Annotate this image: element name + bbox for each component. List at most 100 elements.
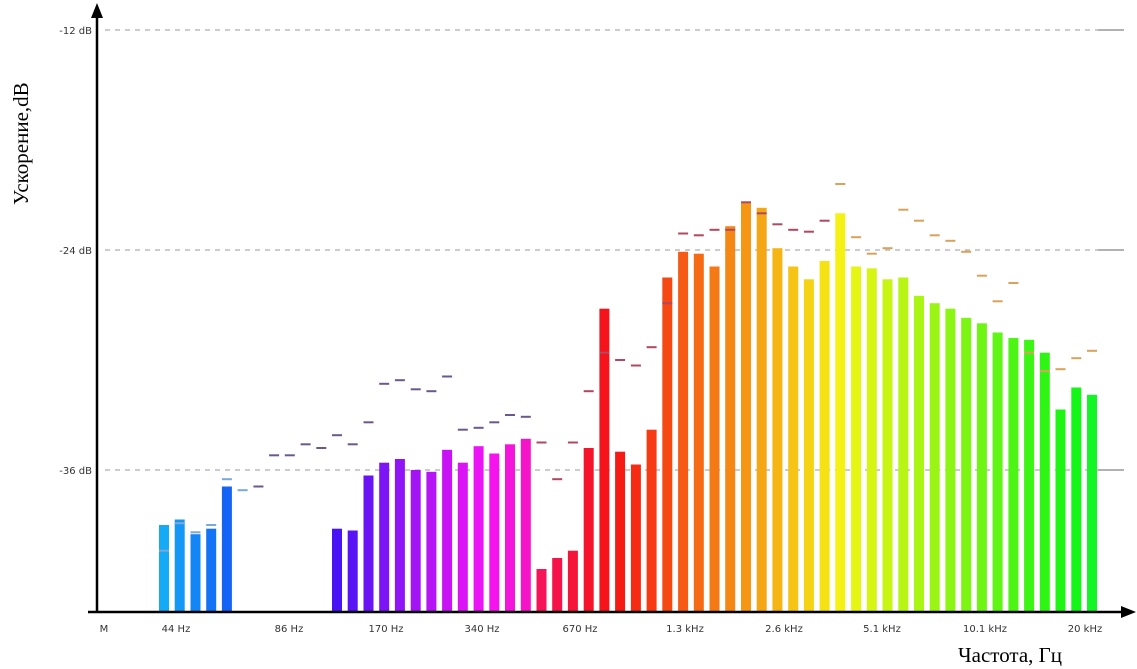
bar	[410, 470, 421, 612]
peak-marker	[1071, 357, 1082, 360]
bar	[1087, 394, 1097, 612]
peak-marker	[1008, 282, 1019, 284]
y-tick-label: -36 dB	[59, 466, 92, 477]
bar	[835, 213, 846, 613]
bar	[646, 429, 657, 612]
peak-marker	[174, 522, 185, 525]
y-axis-title: Ускорение,dB	[9, 82, 33, 205]
x-tick-label: 1.3 kHz	[666, 624, 704, 635]
bar	[866, 268, 877, 612]
bar	[992, 332, 1003, 612]
peak-marker	[520, 415, 531, 418]
bar	[725, 226, 736, 612]
bar	[1071, 387, 1082, 612]
bar	[615, 451, 626, 612]
peak-marker	[819, 219, 830, 222]
bar	[898, 277, 909, 612]
peak-marker	[741, 201, 751, 204]
peak-marker	[552, 478, 563, 481]
bar	[945, 308, 956, 612]
peak-marker	[363, 421, 374, 424]
bar	[1024, 339, 1035, 612]
peak-marker	[237, 489, 248, 492]
peak-marker	[945, 239, 956, 242]
peak-marker	[442, 375, 453, 378]
peak-marker	[615, 359, 626, 361]
peak-marker	[646, 346, 657, 349]
bar	[976, 323, 987, 612]
peak-marker	[599, 351, 610, 354]
x-tick-label: 44 Hz	[162, 624, 191, 635]
y-tick-label: -12 dB	[59, 26, 92, 37]
bar	[914, 295, 924, 612]
bar	[394, 459, 405, 612]
peak-marker	[709, 228, 720, 231]
y-axis-arrow	[91, 3, 103, 18]
peak-marker	[316, 447, 327, 449]
bars	[159, 202, 1097, 613]
bar	[174, 519, 185, 612]
bar	[520, 438, 531, 612]
peak-marker	[394, 379, 405, 382]
bar	[819, 261, 830, 612]
peak-marker	[961, 250, 972, 253]
peak-marker	[725, 228, 736, 231]
bar	[662, 277, 673, 612]
bar	[552, 558, 563, 612]
bar	[347, 530, 358, 612]
bar	[536, 569, 547, 612]
bar	[379, 462, 390, 612]
peak-marker	[678, 232, 689, 235]
bar	[929, 303, 940, 612]
peak-marker	[284, 454, 295, 457]
peak-marker	[426, 390, 437, 393]
bar	[756, 207, 767, 613]
x-tick-label: 86 Hz	[275, 624, 304, 635]
bar	[851, 266, 862, 612]
peak-marker	[662, 302, 673, 305]
peak-marker	[473, 426, 484, 429]
bar	[961, 317, 972, 612]
y-tick-label: -24 dB	[59, 246, 92, 257]
y-tick-labels: -12 dB -24 dB -36 dB	[59, 26, 92, 477]
peak-marker	[630, 364, 641, 367]
peak-marker	[332, 434, 342, 437]
bar	[190, 534, 201, 612]
peak-marker	[190, 531, 201, 534]
peak-marker	[347, 443, 358, 446]
x-tick-label: M	[100, 624, 109, 635]
peak-marker	[788, 228, 799, 231]
bar	[206, 528, 217, 612]
x-axis-arrow	[1121, 606, 1136, 618]
peak-marker	[803, 230, 814, 233]
bar	[159, 525, 169, 612]
bar	[1039, 352, 1050, 612]
bar	[457, 462, 468, 612]
bar	[1055, 409, 1066, 612]
peak-marker	[756, 212, 767, 215]
bar	[567, 550, 578, 612]
peak-marker	[976, 274, 987, 277]
bar	[630, 464, 641, 612]
bar	[221, 486, 232, 612]
peak-marker	[583, 390, 594, 393]
x-tick-label: 170 Hz	[368, 624, 403, 635]
peak-marker	[269, 454, 280, 457]
bar	[772, 248, 783, 612]
axes	[88, 3, 1136, 618]
grid-lines	[105, 29, 1124, 471]
peak-marker	[914, 219, 924, 222]
bar	[442, 449, 453, 612]
peak-marker	[567, 441, 578, 444]
x-tick-label: 2.6 kHz	[765, 624, 803, 635]
x-tick-label: 20 kHz	[1068, 624, 1102, 635]
peak-marker	[505, 414, 515, 416]
peak-marker	[992, 300, 1003, 303]
peak-marker	[1024, 351, 1035, 354]
peak-marker	[1087, 349, 1097, 352]
bar	[599, 308, 610, 612]
peak-marker	[693, 234, 704, 237]
peak-marker	[851, 236, 862, 239]
peak-marker	[253, 485, 264, 488]
peak-marker	[379, 382, 390, 385]
